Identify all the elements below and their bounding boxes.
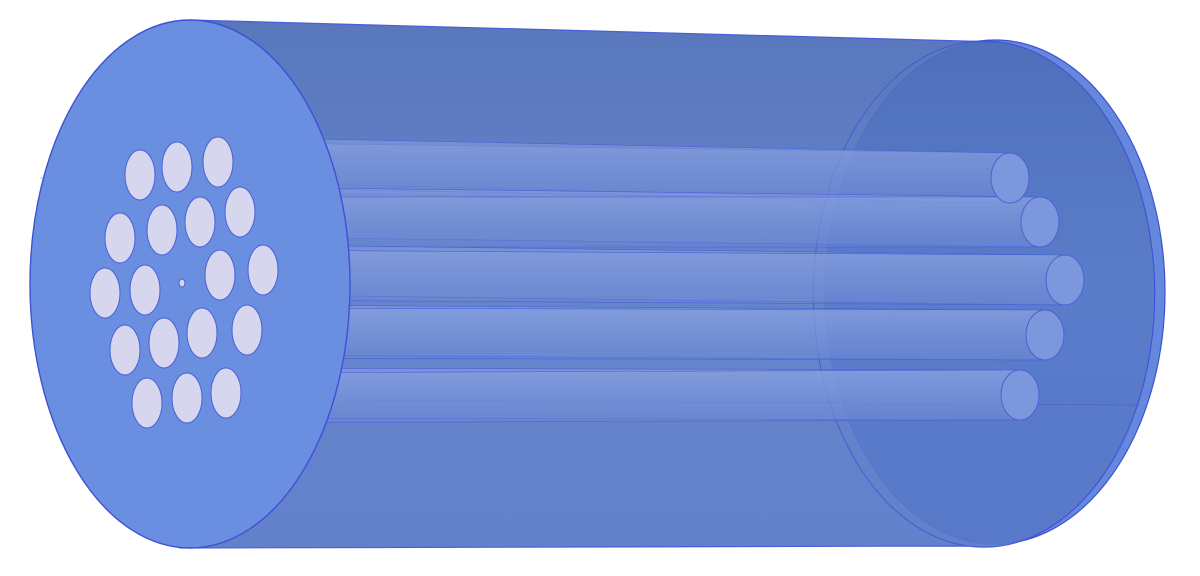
hole <box>104 212 136 264</box>
hole <box>224 186 256 238</box>
rods <box>176 136 1066 424</box>
hole <box>89 267 121 319</box>
hole <box>161 141 193 193</box>
hole <box>131 377 163 429</box>
back-holes <box>990 152 1085 421</box>
hole <box>202 136 234 188</box>
hole <box>129 264 161 316</box>
back-hole <box>1000 369 1040 421</box>
core <box>178 278 186 288</box>
hole <box>210 367 242 419</box>
back-hole <box>1020 196 1060 248</box>
hole <box>231 304 263 356</box>
hole <box>184 196 216 248</box>
hole <box>124 149 156 201</box>
front-holes <box>89 136 279 429</box>
hole <box>204 249 236 301</box>
front-face <box>29 19 351 549</box>
back-hole <box>1025 309 1065 361</box>
back-hole <box>1045 254 1085 306</box>
hole <box>247 244 279 296</box>
hole <box>186 307 218 359</box>
back-hole <box>990 152 1030 204</box>
hole <box>146 204 178 256</box>
hole <box>171 372 203 424</box>
hole <box>109 324 141 376</box>
hole <box>148 317 180 369</box>
